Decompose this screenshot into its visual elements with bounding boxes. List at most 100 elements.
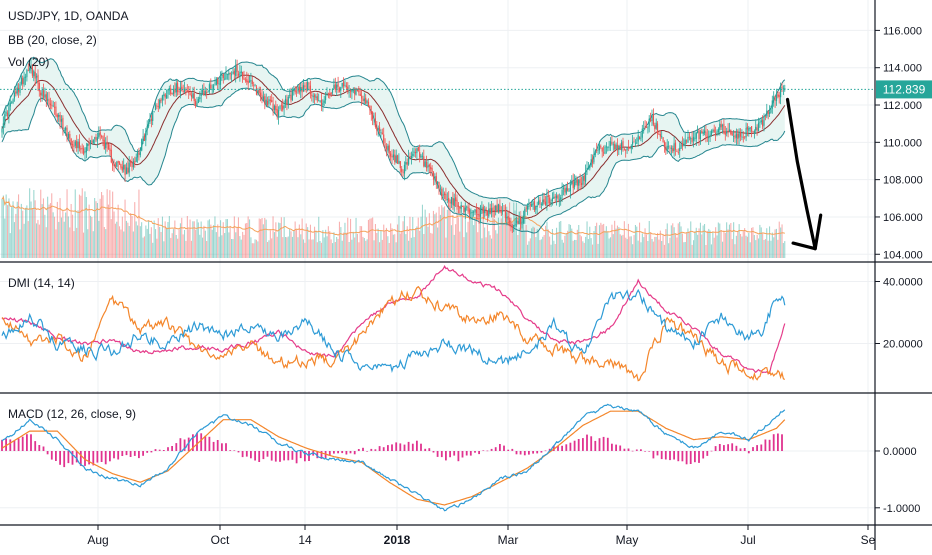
candle-body [320,99,323,106]
volume-bar [294,221,296,258]
volume-bar [781,224,783,258]
volume-bar [579,234,581,258]
candle-body [782,88,784,90]
volume-bar [311,239,313,258]
volume-bar [210,224,212,258]
candle-body [290,94,292,101]
macd-histogram-bar [656,451,659,456]
candle-body [272,103,274,111]
candle-body [249,80,251,83]
candle-body [676,151,678,152]
macd-histogram-bar [42,446,45,451]
volume-bar [473,225,475,258]
candle-body [572,180,574,188]
candle-body [177,82,179,92]
volume-bar [283,217,285,258]
volume-bar [54,216,56,258]
volume-bar [616,225,618,258]
candle-body [218,83,220,85]
volume-bar [228,232,230,258]
volume-bar [773,237,775,258]
candle-body [365,97,367,104]
volume-bar [527,244,529,258]
macd-histogram-bar [337,451,339,454]
candle-body [128,162,130,173]
volume-bar [506,206,508,258]
volume-bar [730,223,732,258]
volume-bar [268,240,270,258]
candle-body [475,210,477,214]
volume-bar [314,226,316,258]
macd-histogram-bar [167,447,169,451]
macd-histogram-bar [270,451,273,461]
candle-body [495,205,497,211]
volume-bar [109,190,111,258]
macd-histogram-bar [718,444,721,451]
candle-body [291,90,293,100]
candle-body [260,92,262,96]
candle-body [712,130,714,132]
candle-body [435,176,437,183]
volume-bar [438,206,440,258]
volume-bar [351,239,353,258]
candle-body [181,86,183,91]
macd-histogram-bar [245,451,248,457]
candle-body [522,215,524,223]
candle-body [686,140,688,142]
volume-bar [366,239,368,258]
candle-body [452,198,454,205]
candle-body [214,83,216,85]
candle-body [369,105,371,111]
volume-bar [550,244,552,258]
candle-body [47,99,49,101]
volume-bar [601,224,603,258]
volume-bar [113,211,115,258]
candle-body [538,200,540,205]
macd-histogram-bar [175,443,178,451]
volume-bar [775,228,777,258]
macd-histogram-bar [229,450,232,451]
candle-body [210,84,212,89]
volume-bar [717,222,719,258]
candle-body [669,147,671,149]
candle-body [679,147,681,152]
candle-body [387,145,389,151]
candle-body [145,131,147,141]
candle-body [607,146,609,148]
volume-bar [354,237,356,258]
candle-body [9,102,11,107]
candle-body [500,211,502,213]
volume-bar [509,202,511,258]
volume-bar [293,230,295,258]
volume-bar [390,223,392,258]
volume-bar [175,235,177,258]
candle-body [672,148,674,152]
macd-histogram-bar [507,449,510,451]
volume-bar [424,209,426,258]
volume-bar [197,222,199,258]
volume-bar [423,234,425,258]
candle-body [403,164,406,174]
volume-bar [76,227,78,258]
candle-body [648,118,650,127]
candle-body [63,130,65,131]
macd-histogram-bar [519,451,522,455]
macd-histogram-bar [710,450,713,452]
macd-histogram-bar [266,451,269,457]
macd-histogram-bar [644,451,646,452]
volume-bar [305,223,307,258]
volume-bar [699,222,701,258]
candle-body [698,130,700,140]
candle-body [103,139,105,150]
candle-body [423,156,425,167]
volume-bar [554,244,556,258]
volume-bar [419,230,421,258]
di-plus-line [1,288,786,373]
candle-body [681,143,683,147]
volume-bar [459,231,461,258]
volume-bar [619,234,621,258]
volume-bar [231,239,233,258]
macd-histogram-bar [133,451,136,456]
volume-bar [330,239,332,258]
candle-body [40,92,42,96]
